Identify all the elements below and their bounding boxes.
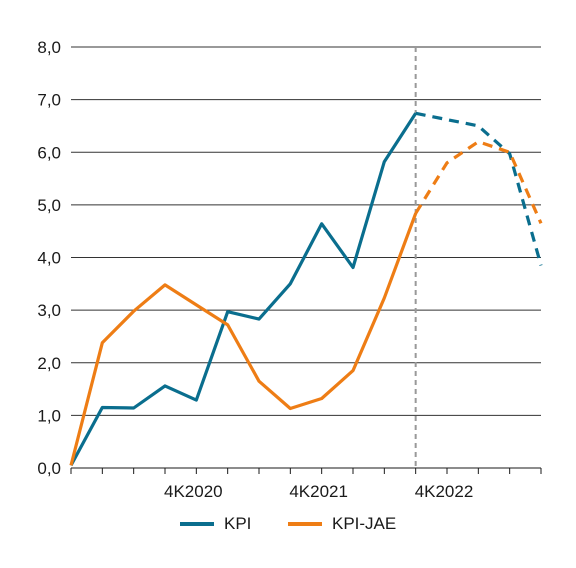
y-tick-label: 0,0 (37, 459, 61, 478)
y-tick-label: 5,0 (37, 196, 61, 215)
x-tick-label: 4K2020 (164, 482, 223, 501)
y-tick-label: 7,0 (37, 91, 61, 110)
x-tick-label: 4K2022 (415, 482, 474, 501)
legend-item-kpi: KPI (180, 514, 251, 534)
series-line-kpi-jae-forecast (414, 140, 543, 224)
grid-lines (71, 46, 541, 469)
y-tick-label: 8,0 (37, 38, 61, 57)
line-chart: 0,0 1,0 2,0 3,0 4,0 5,0 6,0 7,0 8,0 4K2020 4K2021… (37, 38, 543, 501)
legend-label-kpi-jae: KPI-JAE (332, 514, 397, 533)
y-axis-labels: 0,0 1,0 2,0 3,0 4,0 5,0 6,0 7,0 8,0 (37, 38, 61, 478)
y-tick-label: 6,0 (37, 143, 61, 162)
legend-item-kpi-jae: KPI-JAE (288, 514, 396, 534)
y-tick-label: 3,0 (37, 301, 61, 320)
series-lines (69, 111, 543, 467)
y-tick-label: 1,0 (37, 406, 61, 425)
series-line-kpi-actual (69, 112, 418, 467)
legend: KPI KPI-JAE (0, 514, 576, 544)
legend-swatch-kpi-jae (288, 522, 322, 526)
series-line-kpi-forecast (415, 111, 543, 266)
x-tick-label: 4K2021 (289, 482, 348, 501)
y-tick-label: 2,0 (37, 354, 61, 373)
x-axis: 4K2020 4K2021 4K2022 (70, 468, 542, 501)
y-tick-label: 4,0 (37, 249, 61, 268)
legend-label-kpi: KPI (224, 514, 252, 533)
series-line-kpi-jae-actual (69, 212, 418, 466)
legend-swatch-kpi (180, 522, 214, 526)
